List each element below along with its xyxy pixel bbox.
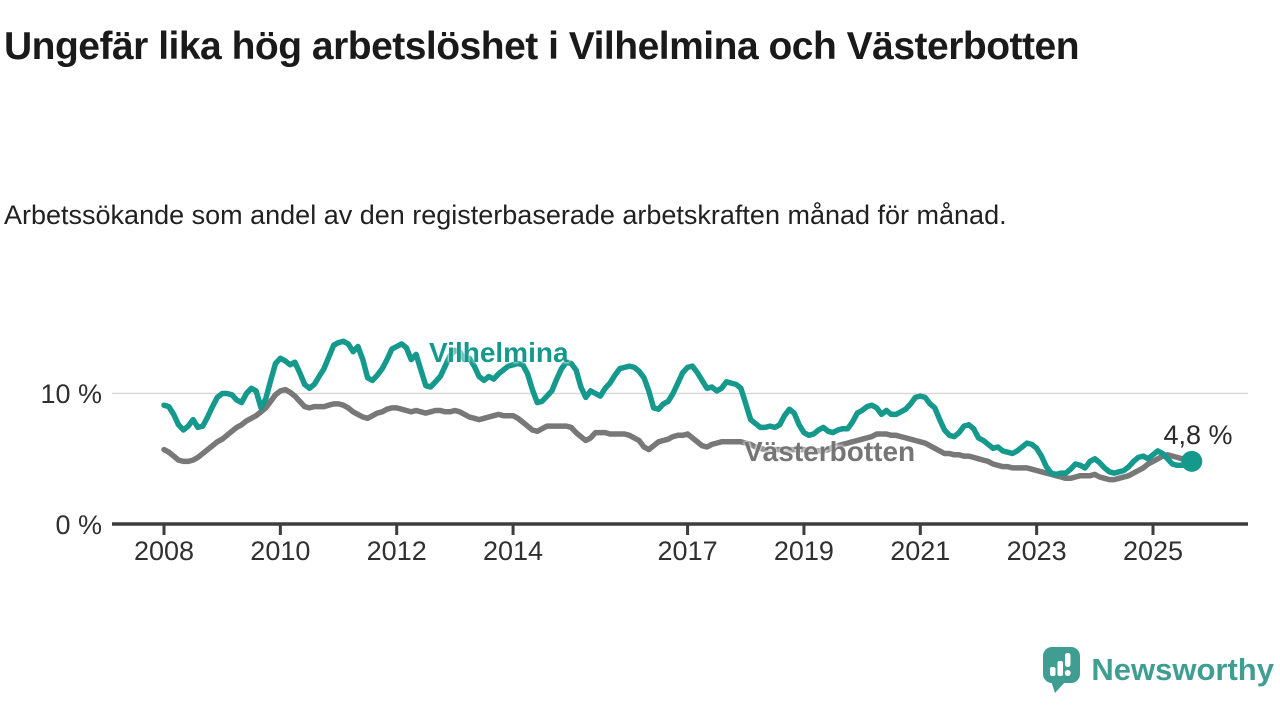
x-axis-tick-label-2021: 2021 (890, 536, 951, 566)
x-axis-tick-label-2008: 2008 (133, 536, 195, 566)
x-axis-tick-label-2023: 2023 (1006, 536, 1067, 566)
chart-title: Ungefär lika hög arbetslöshet i Vilhelmi… (4, 25, 1080, 68)
brand-name: Newsworthy (1091, 652, 1274, 687)
y-axis-tick-label-0: 0 % (55, 510, 102, 540)
x-axis-tick-label-2012: 2012 (366, 536, 427, 566)
series-end-dot (1181, 450, 1203, 472)
x-axis-tick-label-2025: 2025 (1122, 536, 1184, 566)
x-axis-tick-label-2019: 2019 (773, 536, 834, 566)
y-axis-tick-label-10: 10 % (40, 379, 102, 409)
x-axis-tick-label-2014: 2014 (483, 536, 544, 566)
series-line-vasterbotten (161, 386, 1195, 483)
x-axis: 2008 2010 2012 2014 2017 2019 2021 2023 2025 (0, 536, 1280, 570)
series-label-vilhelmina: Vilhelmina (429, 337, 569, 368)
newsworthy-logo-icon (1043, 647, 1081, 693)
series-label-vasterbotten: Västerbotten (744, 436, 916, 467)
x-axis-tick-label-2010: 2010 (250, 536, 311, 566)
x-axis-tick-label-2017: 2017 (657, 536, 718, 566)
newsworthy-logo: Newsworthy (1042, 646, 1274, 694)
chart-subtitle: Arbetssökande som andel av den registerb… (4, 200, 1007, 230)
series-line-vilhelmina (161, 338, 1195, 478)
end-value-label: 4,8 % (1163, 420, 1233, 450)
